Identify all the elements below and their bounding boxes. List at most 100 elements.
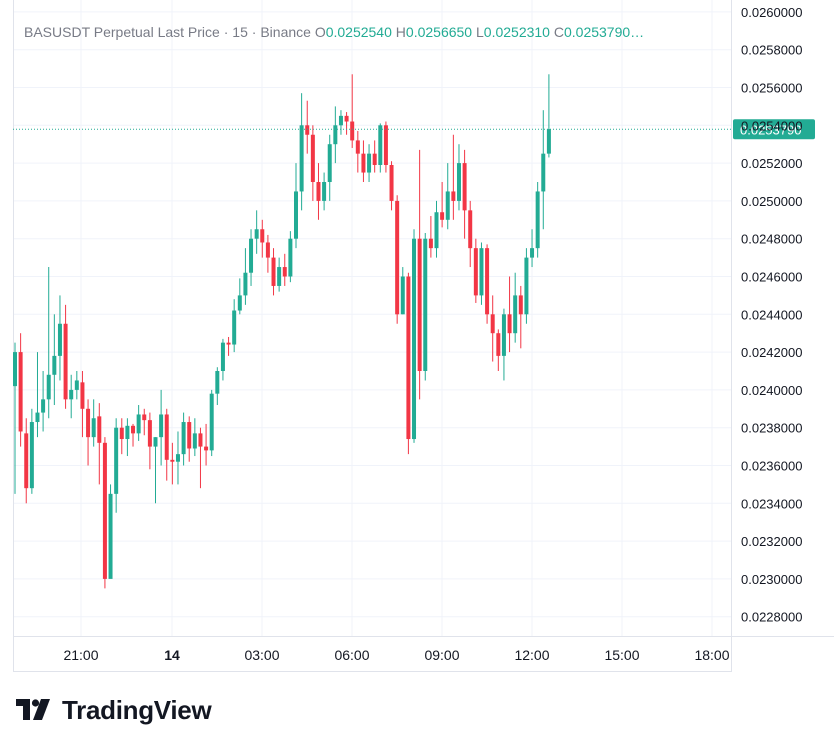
candle-body — [69, 389, 74, 400]
candle — [91, 399, 96, 447]
y-tick-label: 0.0260000 — [741, 5, 802, 20]
y-axis[interactable]: 0.02600000.02580000.02560000.02540000.02… — [741, 5, 802, 625]
candle-body — [355, 140, 360, 154]
candle-body — [361, 153, 366, 173]
candle — [378, 123, 383, 173]
frame-layer — [13, 0, 834, 672]
candle — [170, 442, 175, 485]
candle — [164, 408, 169, 481]
candlestick-chart[interactable]: 0.0253790 0.0260000 0.0258000 0.0256000 0.0… — [0, 0, 834, 680]
candle-body — [299, 125, 304, 192]
candle-body — [29, 422, 34, 489]
candle — [530, 229, 535, 268]
close-label: C — [553, 24, 564, 40]
candle-body — [254, 229, 259, 239]
candle — [97, 403, 102, 485]
x-tick-label: 06:00 — [334, 647, 369, 663]
candle — [434, 200, 439, 258]
candle-body — [546, 129, 551, 154]
candle-body — [344, 115, 349, 122]
candle-body — [367, 153, 372, 173]
x-tick-label: 18:00 — [694, 647, 729, 663]
candle — [74, 371, 79, 400]
candle — [310, 125, 315, 201]
candle-body — [41, 399, 46, 413]
y-tick-label: 0.0256000 — [741, 81, 802, 96]
candle — [249, 229, 254, 286]
candle-body — [507, 314, 512, 334]
candle-body — [249, 238, 254, 273]
x-axis[interactable]: 21:00 14 03:00 06:00 09:00 12:00 15:00 18:00 — [63, 647, 729, 663]
candle-body — [350, 121, 355, 141]
candle-body — [501, 314, 506, 356]
candle — [277, 257, 282, 292]
y-tick-label: 0.0258000 — [741, 43, 802, 58]
candle-body — [181, 422, 186, 455]
candle — [18, 333, 23, 447]
exchange-label: Binance — [260, 24, 311, 40]
candle — [226, 336, 231, 356]
candle — [131, 423, 136, 447]
candle — [136, 405, 141, 441]
candle — [445, 163, 450, 230]
candle-body — [288, 238, 293, 277]
candle-body — [400, 276, 405, 315]
candle — [395, 195, 400, 324]
candle-body — [13, 352, 17, 387]
candle-body — [226, 342, 231, 345]
candle-body — [192, 433, 197, 449]
candle-body — [316, 182, 321, 201]
candle-body — [271, 257, 276, 286]
close-value: 0.0253790… — [563, 24, 645, 40]
low-label: L — [475, 24, 484, 40]
candle — [41, 371, 46, 432]
candle-body — [496, 333, 501, 356]
candle-body — [294, 191, 298, 239]
candle — [361, 140, 366, 182]
candle-body — [204, 446, 209, 451]
candle-body — [327, 144, 332, 182]
candle-body — [108, 493, 113, 579]
candle — [24, 418, 29, 504]
candle-body — [119, 427, 124, 440]
candle-body — [445, 191, 450, 220]
y-tick-label: 0.0234000 — [741, 496, 802, 511]
candle — [355, 130, 360, 173]
tradingview-logo[interactable]: TradingView — [16, 694, 212, 726]
candle-body — [18, 352, 23, 432]
last-price-badge — [733, 119, 815, 140]
x-tick-label: 03:00 — [244, 647, 279, 663]
candle — [333, 106, 338, 164]
candle — [305, 100, 310, 154]
candle — [473, 238, 478, 303]
candle — [344, 112, 349, 135]
candle — [265, 234, 270, 273]
candle-body — [322, 182, 327, 201]
candle — [232, 299, 237, 353]
candle-body — [389, 164, 394, 201]
separator: · — [223, 24, 229, 40]
candle-body — [490, 314, 495, 334]
candle — [192, 418, 197, 457]
y-tick-label: 0.0240000 — [741, 383, 802, 398]
candle-body — [513, 295, 518, 334]
candle-body — [187, 422, 192, 449]
interval-label[interactable]: 15 — [232, 24, 248, 40]
candle — [181, 412, 186, 466]
candle-body — [131, 425, 136, 434]
symbol-title[interactable]: BASUSDT Perpetual Last Price — [24, 24, 220, 40]
candle-body — [417, 238, 422, 371]
candle — [294, 163, 298, 249]
candle — [254, 210, 259, 254]
y-tick-label: 0.0252000 — [741, 156, 802, 171]
x-tick-label: 12:00 — [514, 647, 549, 663]
candle — [69, 374, 74, 419]
candle-body — [535, 191, 540, 249]
candle — [142, 408, 147, 436]
candle-body — [243, 272, 248, 296]
candle-body — [277, 267, 282, 286]
candle — [479, 242, 484, 305]
candle-body — [473, 248, 478, 296]
candle — [215, 367, 220, 406]
